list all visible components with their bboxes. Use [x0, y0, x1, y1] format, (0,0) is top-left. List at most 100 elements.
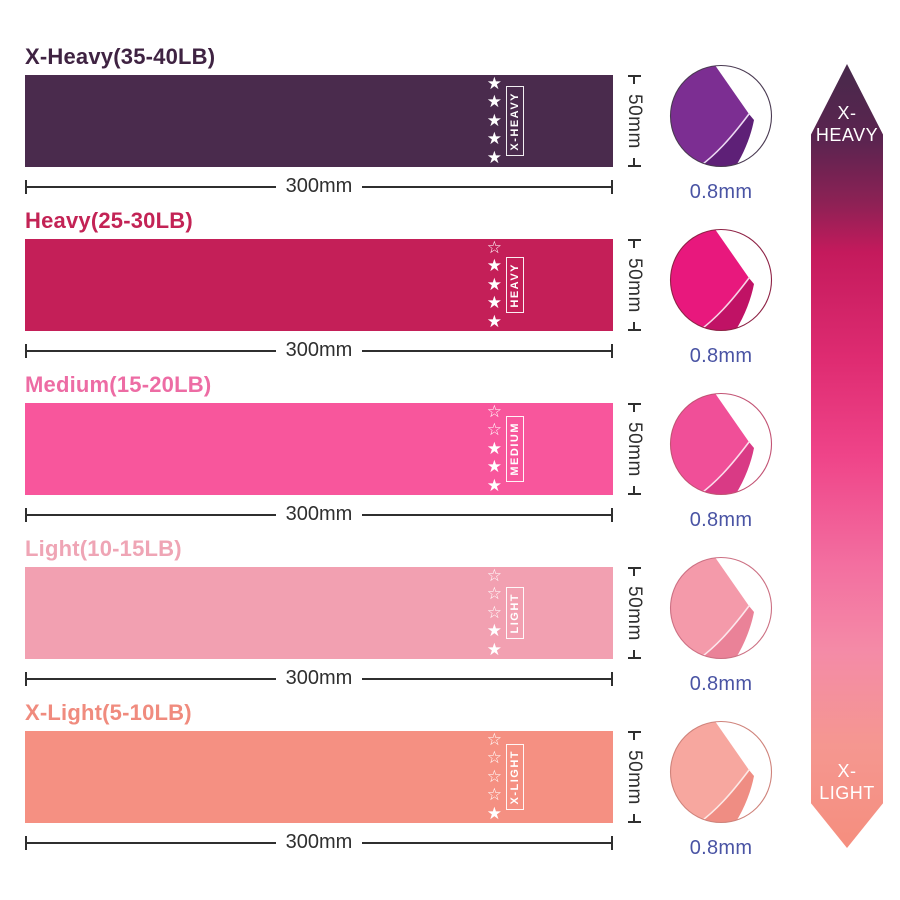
- height-dimension-label: 50mm: [624, 749, 645, 805]
- star-icon: ★: [486, 803, 502, 823]
- band-label: X-HEAVY: [509, 91, 521, 151]
- dimension-tick-right: [611, 180, 614, 194]
- star-icon: ★: [486, 457, 502, 477]
- band-title: Heavy(25-30LB): [25, 208, 193, 233]
- photo-circle-ring: [669, 64, 773, 168]
- height-dimension: 50mm: [620, 567, 648, 659]
- dimension-tick-right: [611, 508, 614, 522]
- star-icon: ★: [486, 293, 502, 313]
- dimension-tick-right: [611, 344, 614, 358]
- dimension-tick-left: [25, 180, 27, 194]
- dimension-tick-bottom: [627, 650, 641, 659]
- star-icon: ★: [486, 73, 502, 93]
- dimension-tick-top: [627, 403, 641, 412]
- band-swatch: ☆ ☆ ☆ ★ ★ LIGHT: [25, 565, 613, 659]
- dimension-line-left: [27, 350, 276, 352]
- star-icon: ☆: [486, 729, 502, 749]
- dimension-tick-left: [25, 836, 27, 850]
- height-dimension-label: 50mm: [624, 257, 645, 313]
- band-marking: ☆ ★ ★ ★ ★ HEAVY: [486, 237, 524, 331]
- star-icon: ★: [486, 438, 502, 458]
- width-dimension-label: 300mm: [285, 502, 353, 525]
- thickness-label: 0.8mm: [689, 345, 753, 367]
- band-swatch: ☆ ☆ ★ ★ ★ MEDIUM: [25, 402, 613, 495]
- arrow-bottom-label: X- LIGHT: [811, 760, 883, 804]
- band-fold-underside: [693, 114, 754, 167]
- dimension-line-right: [362, 678, 612, 680]
- band-photo-block: 0.8mm: [669, 392, 773, 532]
- star-rating: ☆ ★ ★ ★ ★: [486, 237, 502, 331]
- arrow-top-label: X- HEAVY: [811, 102, 883, 146]
- star-icon: ☆: [486, 602, 502, 622]
- star-icon: ☆: [486, 237, 502, 257]
- band-photo-block: 0.8mm: [669, 720, 773, 860]
- star-icon: ☆: [486, 766, 502, 786]
- height-dimension: 50mm: [620, 239, 648, 331]
- star-icon: ★: [486, 311, 502, 331]
- folded-band-photo: [669, 720, 773, 824]
- folded-band-photo: [669, 556, 773, 660]
- star-rating: ★ ★ ★ ★ ★: [486, 73, 502, 167]
- thickness-label: 0.8mm: [689, 181, 753, 203]
- height-dimension: 50mm: [620, 75, 648, 167]
- dimension-line-left: [27, 678, 276, 680]
- star-icon: ☆: [486, 565, 502, 585]
- band-label-box: LIGHT: [506, 586, 524, 640]
- width-dimension: 300mm: [25, 175, 614, 197]
- star-icon: ★: [486, 256, 502, 276]
- dimension-tick-left: [25, 672, 27, 686]
- band-title: X-Heavy(35-40LB): [25, 44, 216, 69]
- height-dimension: 50mm: [620, 403, 648, 495]
- star-rating: ☆ ☆ ☆ ★ ★: [486, 565, 502, 659]
- band-section: X-Light(5-10LB) ☆ ☆ ☆ ☆ ★ X-LIGHT 50mm 300mm: [0, 700, 800, 866]
- band-section: Medium(15-20LB) ☆ ☆ ★ ★ ★ MEDIUM 50mm 300mm: [0, 372, 800, 538]
- band-section: Light(10-15LB) ☆ ☆ ☆ ★ ★ LIGHT 50mm 300mm: [0, 536, 800, 702]
- band-swatch: ☆ ★ ★ ★ ★ HEAVY: [25, 237, 613, 331]
- resistance-gradient-arrow: X- HEAVY X- LIGHT: [811, 64, 883, 848]
- dimension-tick-bottom: [627, 814, 641, 823]
- photo-circle-ring: [669, 228, 773, 332]
- band-label-box: X-LIGHT: [506, 743, 524, 811]
- dimension-line-left: [27, 186, 276, 188]
- band-swatch: ★ ★ ★ ★ ★ X-HEAVY: [25, 73, 613, 167]
- band-fold-top: [670, 393, 749, 495]
- star-icon: ☆: [486, 584, 502, 604]
- band-fold-underside: [693, 606, 754, 659]
- band-fold-underside: [693, 442, 754, 495]
- band-section: Heavy(25-30LB) ☆ ★ ★ ★ ★ HEAVY 50mm 300mm: [0, 208, 800, 374]
- height-dimension-label: 50mm: [624, 585, 645, 641]
- photo-circle-ring: [669, 720, 773, 824]
- band-marking: ☆ ☆ ☆ ☆ ★ X-LIGHT: [486, 729, 524, 823]
- folded-band-photo: [669, 228, 773, 332]
- star-icon: ★: [486, 639, 502, 659]
- dimension-tick-top: [627, 75, 641, 84]
- star-icon: ☆: [486, 785, 502, 805]
- star-icon: ★: [486, 147, 502, 167]
- arrow-top-label-line1: X-: [837, 103, 857, 123]
- band-title: X-Light(5-10LB): [25, 700, 192, 725]
- band-label: LIGHT: [509, 592, 521, 634]
- band-label-box: MEDIUM: [506, 416, 524, 482]
- dimension-line-right: [362, 186, 612, 188]
- star-icon: ★: [486, 274, 502, 294]
- photo-circle-ring: [669, 556, 773, 660]
- star-icon: ★: [486, 92, 502, 112]
- width-dimension: 300mm: [25, 831, 614, 853]
- dimension-tick-right: [611, 836, 614, 850]
- width-dimension: 300mm: [25, 503, 614, 525]
- dimension-line-left: [27, 514, 276, 516]
- folded-band-photo: [669, 64, 773, 168]
- band-marking: ☆ ☆ ☆ ★ ★ LIGHT: [486, 565, 524, 659]
- height-dimension: 50mm: [620, 731, 648, 823]
- height-dimension-label: 50mm: [624, 93, 645, 149]
- star-icon: ☆: [486, 748, 502, 768]
- dimension-tick-left: [25, 344, 27, 358]
- band-label-box: HEAVY: [506, 256, 524, 314]
- band-fold-underside: [693, 278, 754, 331]
- band-label: MEDIUM: [509, 422, 521, 476]
- dimension-line-right: [362, 350, 612, 352]
- height-dimension-label: 50mm: [624, 421, 645, 477]
- band-sections: X-Heavy(35-40LB) ★ ★ ★ ★ ★ X-HEAVY 50mm 300m…: [0, 44, 800, 866]
- arrow-bottom-label-line2: LIGHT: [819, 783, 875, 803]
- band-photo-block: 0.8mm: [669, 228, 773, 368]
